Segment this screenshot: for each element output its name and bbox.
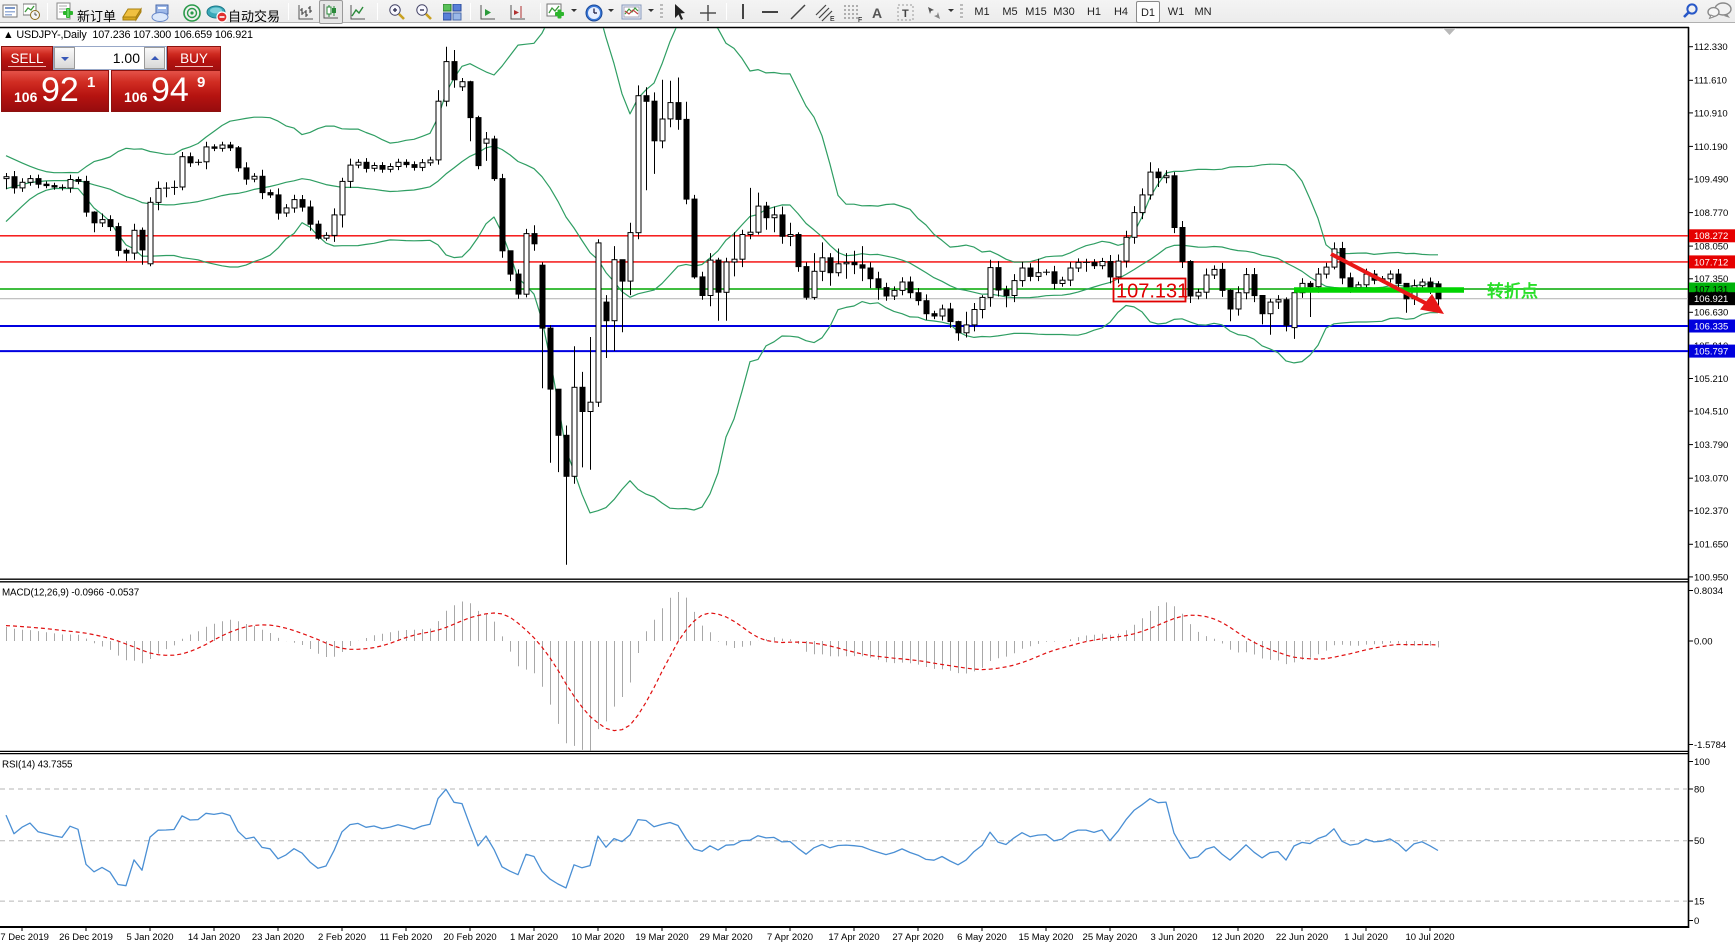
svg-text:14 Jan 2020: 14 Jan 2020 [188, 932, 240, 943]
svg-text:15 May 2020: 15 May 2020 [1019, 932, 1074, 943]
svg-text:104.510: 104.510 [1694, 407, 1728, 418]
svg-text:105.210: 105.210 [1694, 374, 1728, 385]
svg-text:3 Jun 2020: 3 Jun 2020 [1150, 932, 1197, 943]
svg-text:17 Dec 2019: 17 Dec 2019 [0, 932, 49, 943]
svg-text:100.950: 100.950 [1694, 572, 1728, 583]
svg-text:29 Mar 2020: 29 Mar 2020 [699, 932, 752, 943]
svg-text:50: 50 [1694, 836, 1705, 847]
svg-text:F: F [858, 17, 862, 23]
svg-text:26 Dec 2019: 26 Dec 2019 [59, 932, 113, 943]
svg-text:105.797: 105.797 [1694, 347, 1728, 358]
svg-text:RSI(14) 43.7355: RSI(14) 43.7355 [2, 760, 73, 771]
svg-text:20 Feb 2020: 20 Feb 2020 [443, 932, 496, 943]
svg-text:11 Feb 2020: 11 Feb 2020 [380, 932, 433, 943]
svg-text:106.921: 106.921 [1694, 294, 1728, 305]
svg-text:107.131: 107.131 [1116, 281, 1188, 303]
svg-text:106.335: 106.335 [1694, 321, 1728, 332]
svg-text:108.770: 108.770 [1694, 208, 1728, 219]
svg-text:12 Jun 2020: 12 Jun 2020 [1212, 932, 1264, 943]
svg-text:110.910: 110.910 [1694, 108, 1728, 119]
svg-text:MACD(12,26,9) -0.0966 -0.0537: MACD(12,26,9) -0.0966 -0.0537 [2, 588, 139, 599]
svg-text:111.610: 111.610 [1694, 76, 1727, 87]
svg-text:17 Apr 2020: 17 Apr 2020 [828, 932, 879, 943]
svg-text:0: 0 [1694, 916, 1699, 927]
svg-text:100: 100 [1694, 757, 1710, 768]
svg-text:107.350: 107.350 [1694, 274, 1728, 285]
svg-text:转折点: 转折点 [1487, 281, 1538, 301]
svg-text:101.650: 101.650 [1694, 540, 1728, 551]
svg-text:108.050: 108.050 [1694, 242, 1728, 253]
svg-text:22 Jun 2020: 22 Jun 2020 [1276, 932, 1328, 943]
svg-text:0.00: 0.00 [1694, 636, 1713, 647]
svg-text:15: 15 [1694, 897, 1705, 908]
svg-text:107.712: 107.712 [1694, 257, 1728, 268]
svg-text:107.131: 107.131 [1694, 284, 1728, 295]
svg-text:25 May 2020: 25 May 2020 [1083, 932, 1138, 943]
svg-text:112.330: 112.330 [1694, 42, 1728, 53]
svg-text:2 Feb 2020: 2 Feb 2020 [318, 932, 366, 943]
svg-text:103.070: 103.070 [1694, 474, 1728, 485]
svg-text:-1.5784: -1.5784 [1694, 740, 1726, 751]
svg-text:10 Jul 2020: 10 Jul 2020 [1405, 932, 1454, 943]
svg-text:▲ USDJPY-,Daily 107.236 107.3: ▲ USDJPY-,Daily 107.236 107.300 106.659 … [3, 29, 253, 41]
svg-text:80: 80 [1694, 784, 1705, 795]
svg-text:T: T [902, 8, 909, 20]
svg-text:27 Apr 2020: 27 Apr 2020 [892, 932, 943, 943]
svg-text:6 May 2020: 6 May 2020 [957, 932, 1007, 943]
svg-text:102.370: 102.370 [1694, 506, 1728, 517]
svg-text:7 Apr 2020: 7 Apr 2020 [767, 932, 813, 943]
svg-text:23 Jan 2020: 23 Jan 2020 [252, 932, 304, 943]
svg-text:E: E [830, 16, 835, 23]
svg-text:108.272: 108.272 [1694, 231, 1728, 242]
svg-text:1 Mar 2020: 1 Mar 2020 [510, 932, 558, 943]
svg-text:1 Jul 2020: 1 Jul 2020 [1344, 932, 1388, 943]
svg-text:19 Mar 2020: 19 Mar 2020 [635, 932, 688, 943]
svg-text:110.190: 110.190 [1694, 142, 1728, 153]
svg-text:0.8034: 0.8034 [1694, 586, 1723, 597]
svg-text:5 Jan 2020: 5 Jan 2020 [126, 932, 173, 943]
svg-text:103.790: 103.790 [1694, 440, 1728, 451]
svg-text:106.630: 106.630 [1694, 308, 1728, 319]
svg-text:10 Mar 2020: 10 Mar 2020 [571, 932, 624, 943]
svg-text:109.490: 109.490 [1694, 175, 1728, 186]
